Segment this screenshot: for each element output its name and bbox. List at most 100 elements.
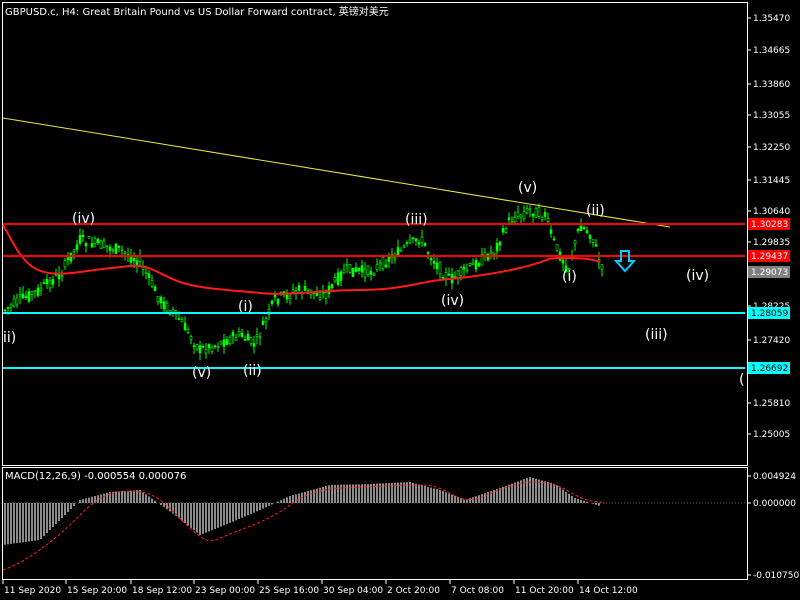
candle-body [381,256,385,269]
chart-title: GBPUSD.c, H4: Great Britain Pound vs US … [5,7,389,18]
candle-body [291,289,295,293]
wave-label: (iv) [441,293,464,309]
price-axis-label: 1.25810 [753,399,790,409]
candle-body [303,285,307,291]
price-axis-label: 1.31445 [753,176,790,186]
candle-body [435,262,439,270]
candle-body [315,292,319,297]
candle-body [204,349,208,354]
candle-body [582,227,586,230]
candle-body [531,213,535,217]
candle-body [348,264,352,273]
candle-body [129,255,133,263]
candle-body [477,263,481,267]
candle-body [411,237,415,239]
candle-body [339,271,343,281]
candle-body [12,298,16,307]
candle-body [66,257,70,261]
candle-body [387,256,391,262]
candle-body [399,249,403,252]
candle-body [462,266,466,270]
wave-label: (iii) [405,212,428,228]
candle-body [324,292,328,299]
candle-body [51,279,55,285]
candle-body [9,304,13,308]
candle-body [45,279,49,284]
candle-body [210,347,214,352]
candle-body [423,242,427,247]
time-axis-label: 14 Oct 12:00 [579,586,638,596]
moving-average-line [2,224,601,295]
candle-body [15,297,19,305]
candle-body [288,295,292,299]
price-axis-label: 1.25005 [753,430,790,440]
candle-body [495,243,499,252]
macd-axis-label: 0.004924 [753,472,796,482]
candle-body [561,259,565,264]
candle-body [24,295,28,298]
candle-body [111,249,115,252]
wave-label: (iii) [645,327,668,343]
candle-body [165,302,169,312]
candle-body [255,334,259,337]
candle-body [456,270,460,279]
candle-body [231,332,235,337]
candle-body [492,252,496,255]
candle-body [417,242,421,245]
candle-body [159,296,163,304]
candle-body [63,260,67,268]
candle-body [201,346,205,348]
candle-body [36,287,40,296]
candle-body [393,257,397,260]
candle-body [414,238,418,242]
candle-body [234,337,238,341]
candle-body [486,253,490,261]
candle-body [369,271,373,275]
price-tag-label: 1.29437 [751,252,788,262]
macd-axis-label: 0.000000 [753,499,796,509]
price-tag [748,362,790,374]
candle-body [525,208,529,214]
wave-label: ii) [3,330,16,346]
candle-body [501,227,505,233]
candlestick-series [3,203,604,361]
candle-body [507,217,511,220]
candle-body [276,298,280,305]
candle-body [246,334,250,341]
wave-label: (v) [192,365,211,381]
trend-line[interactable] [2,117,671,228]
down-arrow-icon [613,250,637,273]
candle-body [330,284,334,289]
candle-body [573,240,577,245]
candle-body [510,221,514,224]
price-level-tags: 1.30283 1.29437 1.29073 1.28059 1.26692 [748,218,790,374]
price-axis-label: 1.33055 [753,111,790,121]
candle-body [360,265,364,273]
candle-body [177,318,181,320]
candle-body [408,239,412,244]
candle-body [192,345,196,347]
time-axis-label: 15 Sep 20:00 [67,586,127,596]
candle-body [354,267,358,272]
candle-body [87,236,91,239]
candle-body [258,336,262,339]
candle-body [576,228,580,232]
candle-body [225,339,229,345]
candle-body [273,294,277,298]
wave-label: (ii) [586,203,605,219]
candle-body [438,261,442,275]
candle-body [84,243,88,247]
candle-body [270,300,274,304]
candle-body [336,272,340,285]
price-tag [748,218,790,230]
candle-body [522,211,526,219]
main-panel-border [2,2,748,466]
candle-body [108,246,112,251]
candle-body [96,238,100,244]
candle-body [432,261,436,264]
time-axis: 11 Sep 2020 15 Sep 20:00 18 Sep 12:00 23 Se… [2,580,638,596]
candle-body [333,277,337,282]
candle-body [564,265,568,273]
candle-body [99,240,103,250]
